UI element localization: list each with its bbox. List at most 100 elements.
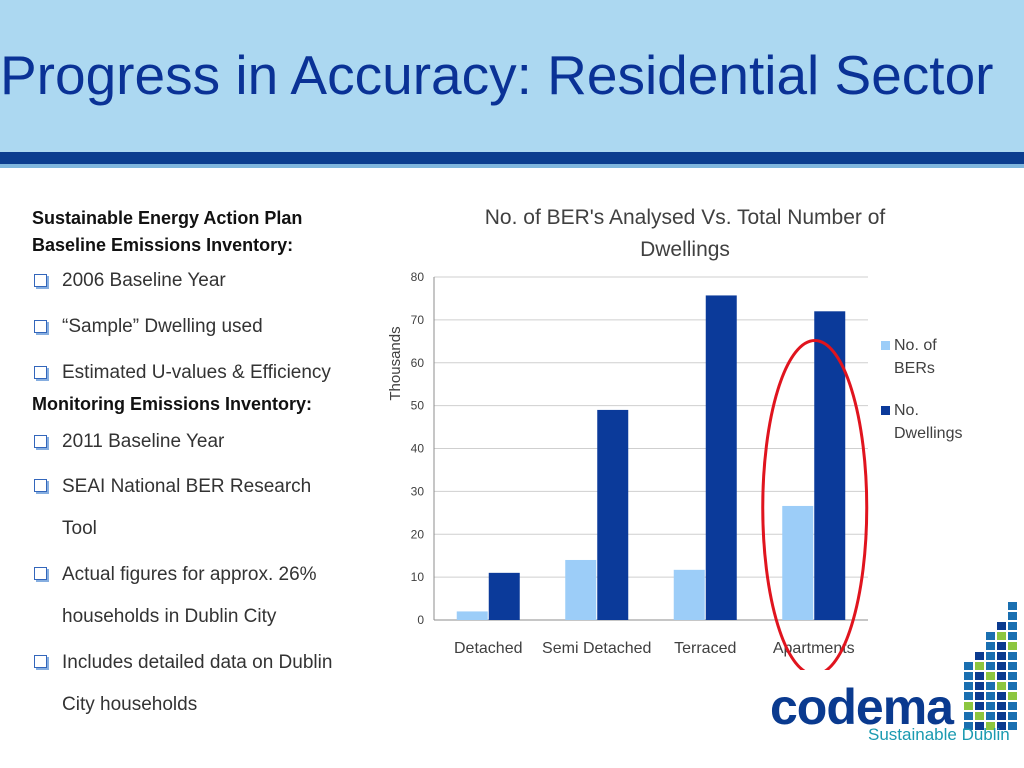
- list-item: Estimated U-values & Efficiency: [32, 353, 392, 393]
- x-category-label: Detached: [454, 640, 523, 657]
- checkbox-bullet-icon: [34, 479, 47, 492]
- list-item-text-cont: City households: [62, 694, 198, 715]
- checkbox-bullet-icon: [34, 567, 47, 580]
- y-tick-label: 30: [411, 484, 425, 498]
- logo-grid-cell: [997, 692, 1006, 700]
- logo-grid-cell: [1008, 612, 1017, 620]
- list-item: Includes detailed data on Dublin City hou…: [32, 642, 392, 726]
- x-category-label: Apartments: [773, 640, 855, 657]
- logo-grid-cell: [1008, 692, 1017, 700]
- bar-dwellings: [597, 409, 629, 620]
- bar-bers: [782, 505, 814, 620]
- logo-grid-cell: [986, 662, 995, 670]
- bar-dwellings: [705, 295, 737, 620]
- logo-grid-cell: [997, 622, 1006, 630]
- bar-bers: [565, 559, 597, 620]
- logo-grid-cell: [975, 722, 984, 730]
- header-band: [0, 0, 1024, 152]
- logo-grid-cell: [986, 722, 995, 730]
- legend-label: No.: [894, 402, 919, 419]
- logo-grid-cell: [975, 702, 984, 710]
- logo-grid-cell: [1008, 712, 1017, 720]
- logo-grid-cell: [964, 682, 973, 690]
- bar-bers: [456, 611, 488, 620]
- logo-grid-cell: [986, 652, 995, 660]
- bar-dwellings: [488, 572, 520, 620]
- legend-label: Dwellings: [894, 425, 962, 442]
- list-item-text: Actual figures for approx. 26%: [62, 564, 317, 585]
- logo-grid-cell: [1008, 682, 1017, 690]
- list-item: 2006 Baseline Year: [32, 261, 392, 301]
- header-divider: [0, 152, 1024, 164]
- list-item-text: Includes detailed data on Dublin: [62, 652, 333, 673]
- logo-grid-cell: [986, 682, 995, 690]
- logo-grid-cell: [964, 672, 973, 680]
- slide-title: Progress in Accuracy: Residential Sector: [0, 44, 994, 106]
- logo-grid-cell: [1008, 642, 1017, 650]
- x-category-label: Terraced: [674, 640, 736, 657]
- list-item-text: 2006 Baseline Year: [62, 270, 226, 291]
- list-item-text: SEAI National BER Research: [62, 476, 312, 497]
- logo-grid-cell: [997, 662, 1006, 670]
- list-item: SEAI National BER Research Tool: [32, 466, 392, 550]
- logo-grid-cell: [986, 672, 995, 680]
- y-tick-label: 80: [411, 270, 425, 284]
- header-divider-light: [0, 164, 1024, 168]
- logo-grid-cell: [975, 712, 984, 720]
- y-tick-label: 50: [411, 399, 425, 413]
- y-tick-label: 60: [411, 356, 425, 370]
- logo-grid-cell: [1008, 662, 1017, 670]
- logo-grid-cell: [1008, 652, 1017, 660]
- logo-grid-cell: [997, 682, 1006, 690]
- y-tick-label: 10: [411, 570, 425, 584]
- logo-grid-cell: [975, 672, 984, 680]
- logo-grid-cell: [1008, 622, 1017, 630]
- section1-heading: Sustainable Energy Action Plan Baseline …: [32, 205, 392, 259]
- section2-heading: Monitoring Emissions Inventory:: [32, 394, 313, 414]
- logo-wordmark: codema: [770, 679, 954, 735]
- bar-bers: [673, 569, 705, 620]
- logo-grid-cell: [964, 722, 973, 730]
- logo-grid-cell: [964, 702, 973, 710]
- section1-list: 2006 Baseline Year “Sample” Dwelling use…: [32, 261, 392, 393]
- logo-tagline: Sustainable Dublin: [868, 725, 1010, 744]
- legend-swatch: [881, 341, 890, 350]
- y-tick-label: 40: [411, 442, 425, 456]
- logo-grid-cell: [1008, 702, 1017, 710]
- chart-title-line: Dwellings: [640, 238, 730, 261]
- logo-grid-cell: [986, 632, 995, 640]
- logo-grid-cell: [964, 692, 973, 700]
- logo-grid-cell: [1008, 602, 1017, 610]
- list-item-text: “Sample” Dwelling used: [62, 316, 263, 337]
- logo-grid-cell: [997, 672, 1006, 680]
- building-grid-icon: [964, 602, 1017, 730]
- checkbox-bullet-icon: [34, 320, 47, 333]
- logo-grid-cell: [997, 722, 1006, 730]
- x-category-label: Semi Detached: [542, 640, 651, 657]
- logo-grid-cell: [1008, 632, 1017, 640]
- list-item: “Sample” Dwelling used: [32, 307, 392, 347]
- logo-grid-cell: [986, 642, 995, 650]
- bar-chart: No. of BER's Analysed Vs. Total Number o…: [387, 206, 962, 670]
- logo-grid-cell: [975, 652, 984, 660]
- y-tick-label: 70: [411, 313, 425, 327]
- highlight-ellipse: [761, 339, 869, 670]
- left-panel: Sustainable Energy Action Plan Baseline …: [32, 205, 392, 726]
- checkbox-bullet-icon: [34, 274, 47, 287]
- bar-dwellings: [814, 311, 846, 620]
- logo-grid-cell: [975, 662, 984, 670]
- section2-list: 2011 Baseline Year SEAI National BER Res…: [32, 422, 392, 726]
- logo-grid-cell: [975, 692, 984, 700]
- section1-heading-line1: Sustainable Energy Action Plan: [32, 208, 303, 228]
- logo-grid-cell: [997, 712, 1006, 720]
- list-item: 2011 Baseline Year: [32, 422, 392, 462]
- checkbox-bullet-icon: [34, 366, 47, 379]
- y-axis-label: Thousands: [387, 326, 404, 400]
- list-item-text: 2011 Baseline Year: [62, 431, 225, 452]
- chart-title-line: No. of BER's Analysed Vs. Total Number o…: [485, 206, 886, 229]
- logo-grid-cell: [986, 702, 995, 710]
- list-item-text-cont: Tool: [62, 518, 97, 539]
- checkbox-bullet-icon: [34, 655, 47, 668]
- logo-grid-cell: [997, 632, 1006, 640]
- y-tick-label: 20: [411, 527, 425, 541]
